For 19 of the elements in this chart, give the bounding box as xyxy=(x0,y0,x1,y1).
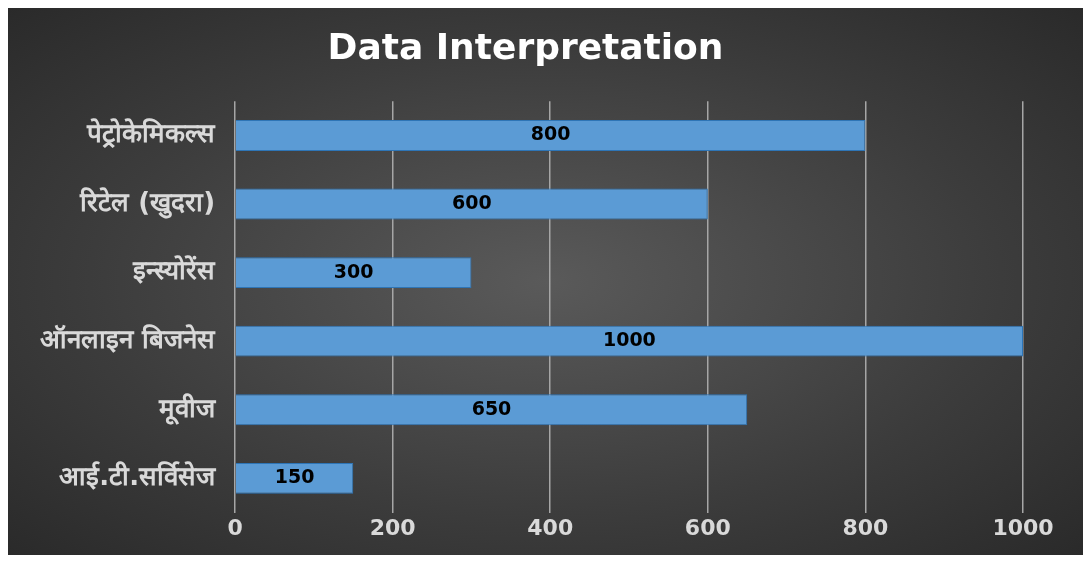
x-tick-label: 1000 xyxy=(992,514,1054,540)
y-tick-label: पेट्रोकेमिकल्स xyxy=(86,118,217,149)
data-label: 650 xyxy=(471,396,512,419)
data-label: 150 xyxy=(274,465,315,488)
y-tick-label: इन्स्योरेंस xyxy=(132,255,217,286)
data-label: 300 xyxy=(333,259,374,282)
y-tick-label: आई.टी.सर्विसेज xyxy=(59,461,218,492)
x-tick-label: 400 xyxy=(527,514,574,540)
x-tick-label: 600 xyxy=(684,514,731,540)
chart-title: Data Interpretation xyxy=(327,25,724,67)
data-label: 800 xyxy=(530,122,571,145)
data-label: 600 xyxy=(451,190,492,213)
y-tick-label: ऑनलाइन बिजनेस xyxy=(39,323,217,354)
y-tick-label: मूवीज xyxy=(158,392,218,425)
y-tick-label: रिटेल (खुदरा) xyxy=(79,186,216,219)
x-tick-label: 800 xyxy=(842,514,889,540)
x-tick-label: 0 xyxy=(227,514,243,540)
x-tick-label: 200 xyxy=(369,514,416,540)
data-label: 1000 xyxy=(602,328,656,351)
